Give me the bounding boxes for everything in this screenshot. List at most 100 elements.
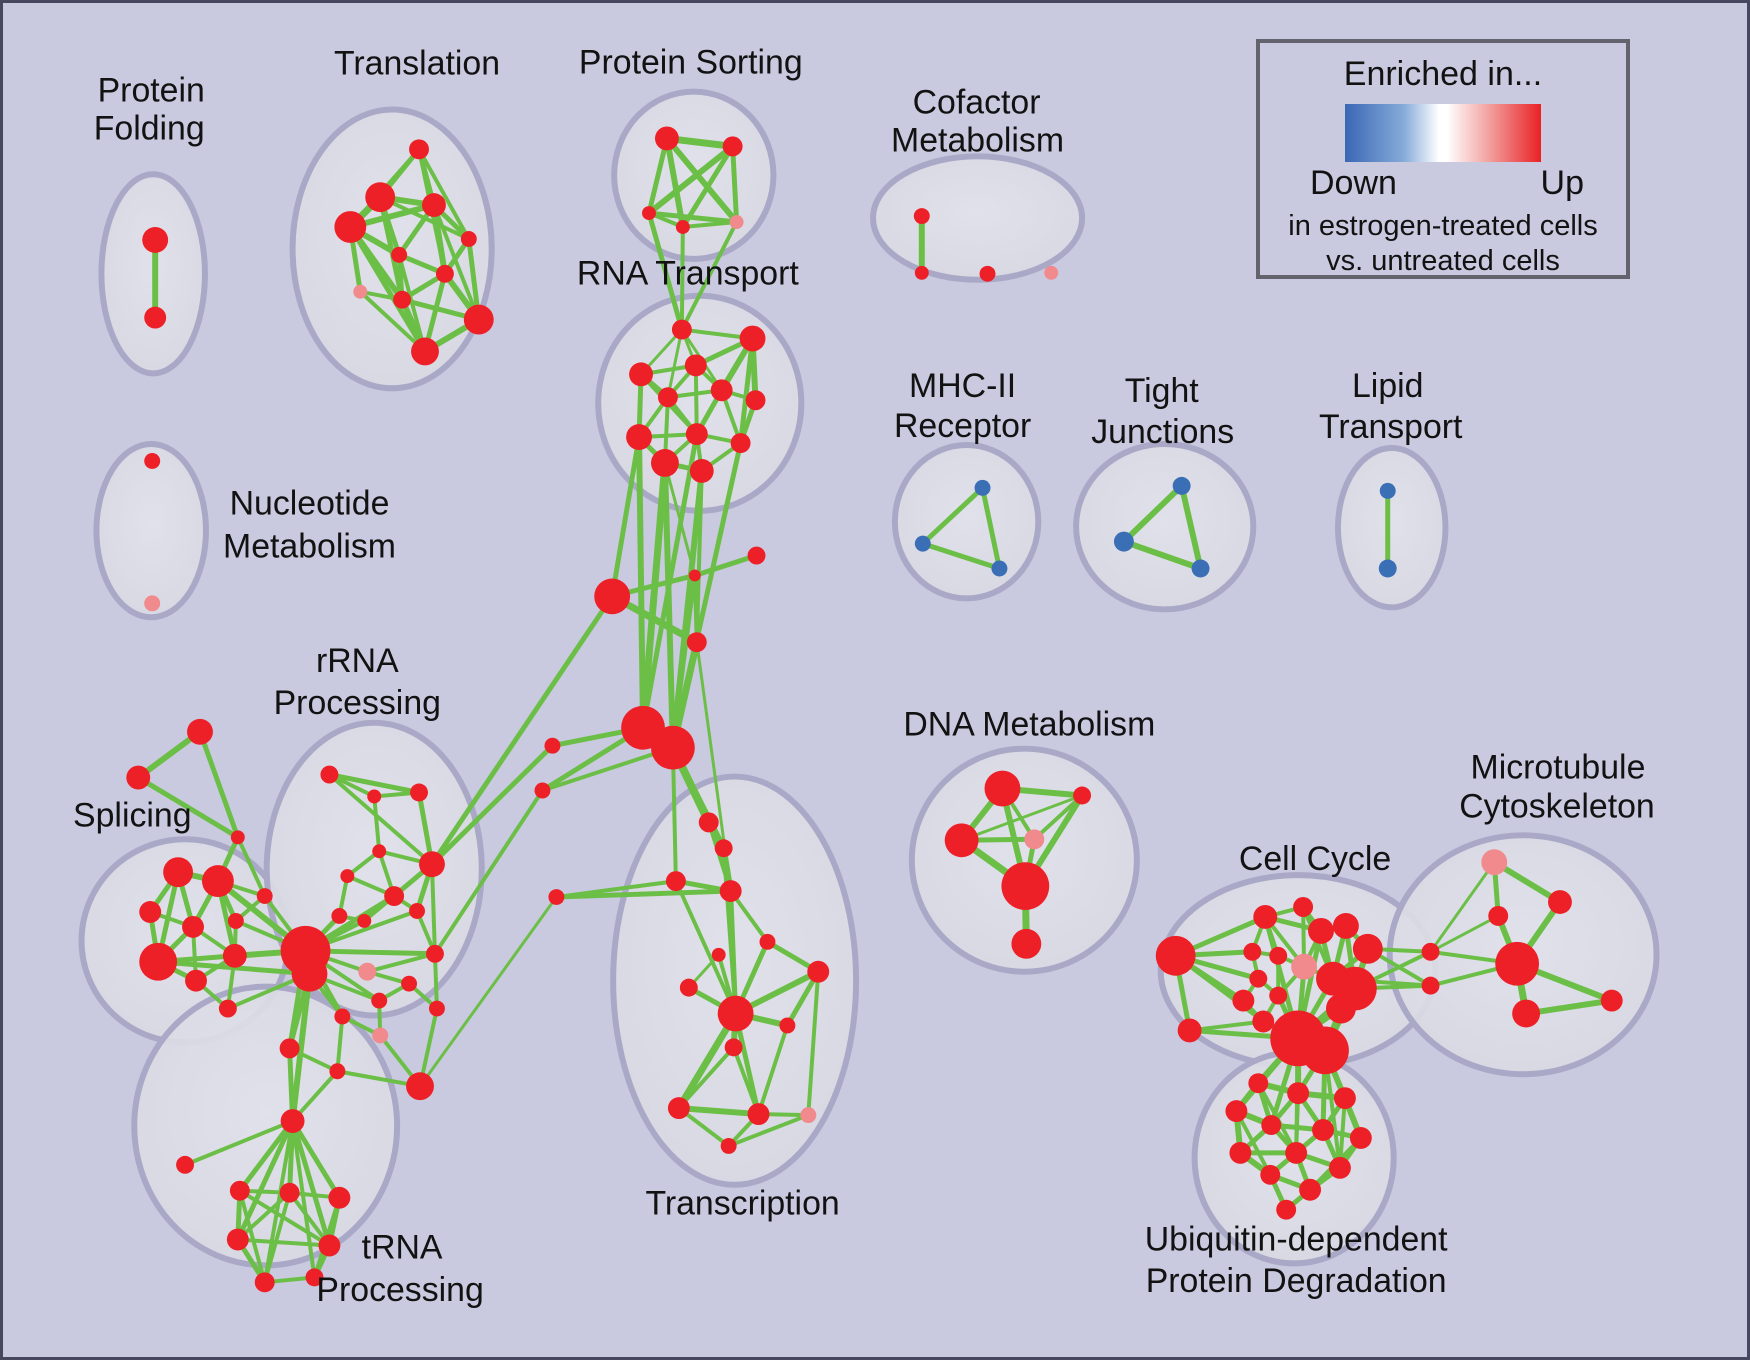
node-R10 xyxy=(409,903,425,919)
cluster-label-splicing-line1: Splicing xyxy=(73,796,191,834)
node-F3 xyxy=(230,830,245,845)
node-PS5 xyxy=(729,215,744,229)
node-F2 xyxy=(126,765,151,790)
node-NM1 xyxy=(144,453,161,469)
node-PS4 xyxy=(675,220,690,234)
node-TJ1 xyxy=(1172,476,1191,495)
edge-TN3-TN8 xyxy=(237,1190,267,1283)
node-TJ3 xyxy=(1191,559,1210,578)
node-M1 xyxy=(1481,849,1508,876)
edge-RT4-RT9 xyxy=(693,365,699,435)
node-LT1 xyxy=(1379,482,1396,499)
cluster-label-protein-folding-line1: Protein xyxy=(98,72,205,110)
cluster-label-protein-sorting-line1: Protein Sorting xyxy=(579,44,803,82)
node-TRd xyxy=(719,880,742,903)
node-U4 xyxy=(1225,1100,1248,1123)
edge-F1-F3 xyxy=(197,730,241,839)
node-CC1 xyxy=(1155,935,1196,976)
node-CC6 xyxy=(1332,912,1359,939)
node-MH3 xyxy=(991,560,1008,577)
edge-MH1-MH3 xyxy=(980,487,1002,570)
node-R18 xyxy=(334,1008,351,1025)
node-RT10 xyxy=(730,433,751,454)
node-CC3 xyxy=(1253,905,1278,929)
node-R12 xyxy=(291,955,328,992)
node-M5 xyxy=(1495,941,1540,986)
cluster-label-dna-metabolism-line1: DNA Metabolism xyxy=(903,706,1155,744)
legend-subtitle-line1: in estrogen-treated cells xyxy=(1288,210,1598,242)
edge-TN1-TN7 xyxy=(290,1120,332,1247)
node-RT12 xyxy=(689,458,714,483)
node-R4 xyxy=(372,844,387,859)
node-U3 xyxy=(1333,1087,1356,1110)
node-PS1 xyxy=(654,126,679,151)
node-T10 xyxy=(463,304,494,335)
edge-R20-R21 xyxy=(337,1069,421,1089)
node-T6 xyxy=(391,246,408,263)
node-TRo xyxy=(800,1107,817,1124)
edge-TN1-TN3 xyxy=(237,1119,295,1193)
legend-down-label: Down xyxy=(1310,164,1397,202)
node-R3 xyxy=(410,783,428,802)
node-T1 xyxy=(409,139,429,160)
node-U9 xyxy=(1285,1141,1308,1164)
node-R5 xyxy=(340,869,355,884)
node-TRc xyxy=(665,871,686,892)
edge-TN1-TN5 xyxy=(290,1119,342,1200)
node-T8 xyxy=(353,284,368,299)
edge-TN3-TN7 xyxy=(238,1189,331,1248)
legend-subtitle-line2: vs. untreated cells xyxy=(1326,245,1560,277)
node-CF3 xyxy=(979,265,996,282)
node-T5 xyxy=(460,230,477,247)
node-RT7 xyxy=(745,390,766,411)
edge-TRk-TRn xyxy=(756,1024,790,1115)
node-C4 xyxy=(686,632,707,653)
cluster-label-tight-junctions-line2: Junctions xyxy=(1091,413,1234,451)
edge-TRm-TRn xyxy=(678,1105,759,1118)
node-R8 xyxy=(331,907,348,924)
node-R16 xyxy=(425,944,444,963)
node-U13 xyxy=(1276,1199,1297,1220)
node-U7 xyxy=(1349,1127,1372,1149)
cluster-label-protein-folding-line2: Folding xyxy=(94,109,205,147)
edge-R2-R4 xyxy=(372,796,382,852)
node-LT2 xyxy=(1378,559,1397,578)
node-H2 xyxy=(650,725,695,770)
cluster-label-transcription-line1: Transcription xyxy=(645,1185,839,1223)
node-NM2 xyxy=(144,595,161,612)
node-C6 xyxy=(534,782,551,799)
edge-D2-D3 xyxy=(961,794,1083,842)
node-TN2 xyxy=(176,1155,195,1174)
node-RT4 xyxy=(684,354,707,377)
edge-TRl-TRn xyxy=(731,1046,761,1115)
edge-TN1-TN2 xyxy=(184,1119,294,1167)
node-T3 xyxy=(422,193,446,218)
cluster-label-mhc-ii-receptor-line2: Receptor xyxy=(894,407,1031,445)
node-TN6 xyxy=(226,1228,249,1251)
edge-RT2-RT10 xyxy=(738,338,756,444)
edge-R16-C6 xyxy=(433,789,545,955)
edge-R1-R6 xyxy=(328,773,434,866)
node-CC8 xyxy=(1243,942,1262,961)
node-D2 xyxy=(1073,786,1092,805)
node-S7 xyxy=(185,969,207,992)
cluster-label-rna-transport-line1: RNA Transport xyxy=(577,255,799,293)
node-TN5 xyxy=(328,1186,351,1209)
cluster-ellipse-mhc-ii-receptor xyxy=(891,442,1042,602)
cluster-label-cell-cycle-line1: Cell Cycle xyxy=(1239,840,1391,878)
node-CC2 xyxy=(1177,1018,1202,1043)
node-F1 xyxy=(187,718,213,745)
node-PF1 xyxy=(142,227,169,253)
node-TRa xyxy=(698,812,719,833)
edge-TJ2-TJ3 xyxy=(1122,538,1202,572)
cluster-label-microtubule-cytoskeleton-line2: Cytoskeleton xyxy=(1459,787,1655,825)
edge-MH1-MH2 xyxy=(921,486,985,546)
edge-R16-R17 xyxy=(432,953,439,1009)
edge-PS2-PS3 xyxy=(647,144,735,216)
legend-title: Enriched in... xyxy=(1343,55,1543,93)
edge-PS5-RT1 xyxy=(680,221,739,331)
node-T7 xyxy=(435,264,454,283)
